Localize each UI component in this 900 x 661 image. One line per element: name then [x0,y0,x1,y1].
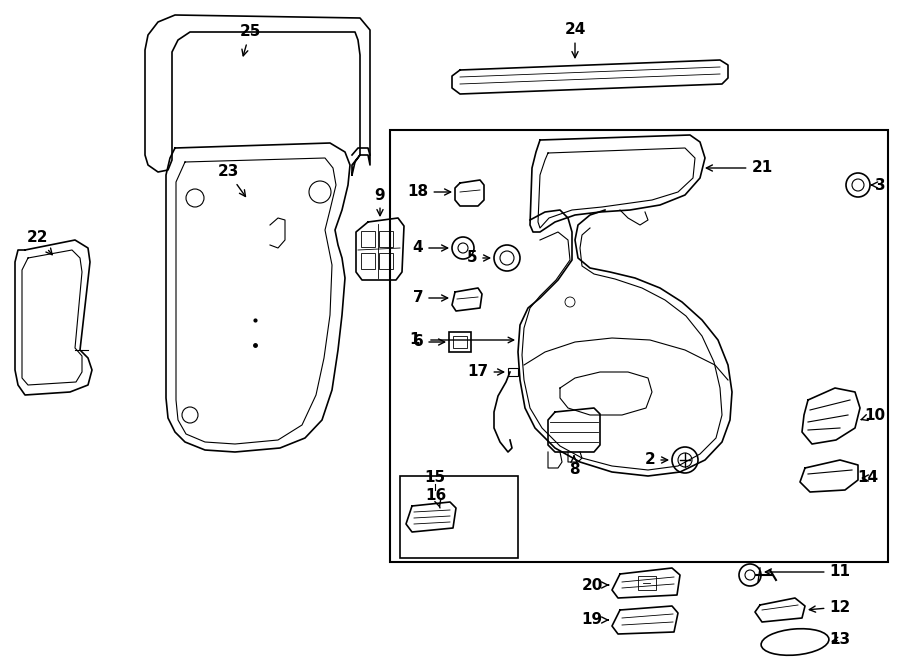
Text: 6: 6 [412,334,445,350]
Text: 9: 9 [374,188,385,215]
Bar [638,576,656,590]
Text: 13: 13 [830,633,850,648]
Text: 22: 22 [27,231,52,254]
Bar [508,368,518,376]
Text: 17: 17 [467,364,504,379]
Text: 15: 15 [425,471,446,485]
Text: 21: 21 [706,161,772,176]
Text: 18: 18 [408,184,451,200]
Text: 3: 3 [871,178,886,192]
Bar [453,336,467,348]
Bar [449,332,471,352]
Bar [379,253,393,269]
Bar [379,231,393,247]
Text: 8: 8 [569,456,580,477]
Text: 14: 14 [858,471,878,485]
Text: 5: 5 [467,251,490,266]
Text: 16: 16 [426,488,446,508]
Text: 10: 10 [861,407,886,422]
Text: 2: 2 [644,453,668,467]
Bar [361,253,375,269]
Text: 19: 19 [581,613,608,627]
Text: 7: 7 [413,290,447,305]
Text: 11: 11 [765,564,850,580]
Text: 24: 24 [564,22,586,58]
Bar [361,231,375,247]
Bar [400,476,518,558]
Text: 25: 25 [239,24,261,56]
Text: 20: 20 [581,578,608,592]
Text: 4: 4 [413,241,447,256]
Text: 1: 1 [410,332,420,348]
Bar [390,130,888,562]
Text: 12: 12 [809,600,850,615]
Text: 23: 23 [217,165,246,196]
